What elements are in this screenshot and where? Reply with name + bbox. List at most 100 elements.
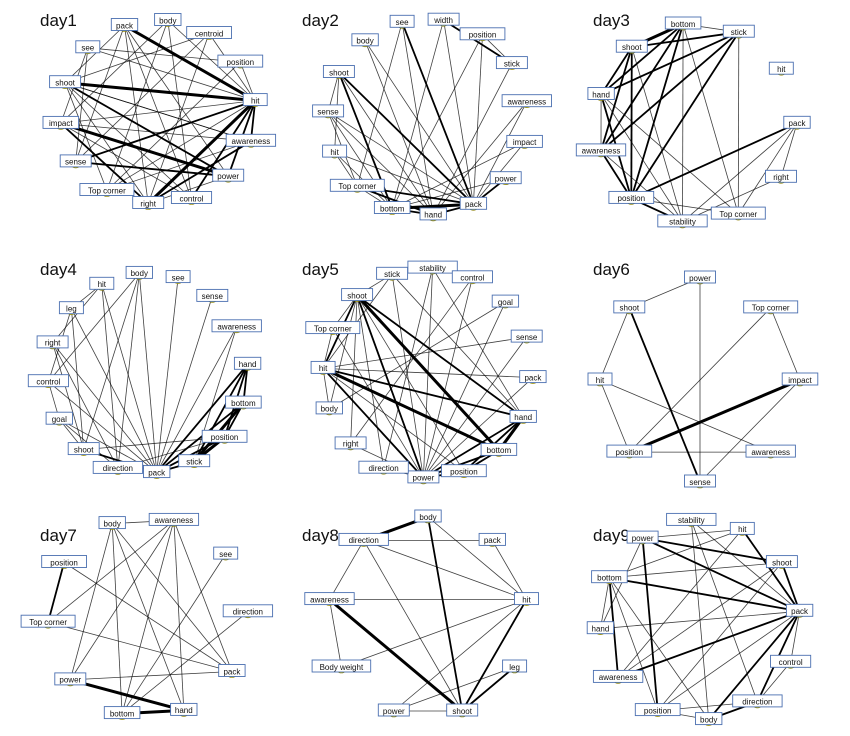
network-panel-day1: day1 pack body centroid position hit awarenes… — [40, 11, 277, 210]
node-label: hit — [319, 364, 328, 373]
node: position — [441, 464, 487, 479]
node: position — [459, 27, 506, 42]
edge-line — [323, 336, 527, 369]
node: power — [212, 168, 245, 183]
node-label-box — [414, 509, 442, 523]
edge-line — [356, 295, 425, 479]
edge-line — [87, 47, 241, 63]
node-label-box — [510, 329, 543, 343]
node-label: hit — [98, 280, 107, 289]
edge-line — [631, 47, 683, 223]
node-label: width — [433, 16, 453, 25]
node: goal — [491, 294, 520, 309]
node-label: hit — [777, 65, 786, 74]
edge-line — [193, 363, 249, 463]
node-label-box — [407, 260, 458, 274]
edge-line — [781, 562, 801, 612]
node-label: power — [632, 534, 654, 543]
node: hit — [768, 61, 794, 76]
edge-line — [363, 540, 527, 600]
edge-line — [334, 151, 474, 205]
node: position — [606, 444, 653, 459]
edge-line — [117, 273, 140, 469]
node-label-box — [587, 87, 615, 100]
edge-line — [690, 520, 758, 703]
node: hand — [233, 356, 262, 371]
edge-line — [393, 666, 515, 712]
node: Top corner — [329, 178, 385, 193]
node: direction — [338, 532, 389, 547]
node-label-box — [27, 374, 69, 388]
edge-line — [60, 20, 169, 124]
node: see — [213, 546, 239, 561]
edge-line — [338, 72, 434, 216]
edge-line — [737, 32, 740, 215]
node-label-box — [657, 214, 708, 228]
node-label-box — [765, 169, 797, 183]
network-panel-day2: day2 see width position stick awareness impac… — [302, 11, 552, 222]
node-label: position — [211, 433, 239, 442]
node: awareness — [225, 133, 277, 148]
edge-line — [427, 516, 464, 712]
node-label-box — [768, 61, 794, 75]
node-label-box — [305, 321, 361, 335]
node-label: see — [396, 18, 409, 27]
node-label: sense — [202, 292, 224, 301]
node-label: bottom — [110, 709, 135, 718]
node-label-box — [304, 592, 355, 606]
node: shoot — [49, 75, 82, 89]
edge-line — [52, 342, 158, 473]
node: body — [351, 33, 379, 48]
edge-line — [121, 611, 249, 714]
node: pack — [478, 532, 506, 547]
node-label: shoot — [622, 43, 642, 52]
node-label: bottom — [487, 446, 512, 455]
node-label: awareness — [599, 673, 638, 682]
edge-line — [75, 99, 256, 163]
node-label-box — [606, 444, 653, 458]
node: hit — [322, 144, 348, 159]
node: pack — [519, 370, 547, 384]
edge-line — [322, 367, 500, 452]
edge-line — [609, 577, 710, 720]
node: direction — [222, 604, 274, 619]
node-label: sense — [317, 108, 339, 117]
node: stability — [407, 260, 458, 275]
node-label: impact — [513, 138, 537, 147]
edge-line — [401, 22, 434, 215]
node-label: awareness — [582, 147, 621, 156]
edge-line — [355, 294, 501, 452]
node-label: Top corner — [314, 324, 352, 333]
network-panel-day7: day7 awareness see direction pack hand bottom… — [20, 512, 274, 720]
node-label-box — [592, 669, 644, 683]
node-label: pack — [148, 468, 166, 477]
edge-line — [332, 328, 424, 479]
node: impact — [781, 372, 819, 387]
edge-line — [392, 142, 525, 209]
edge-line — [600, 23, 684, 96]
node-label: direction — [368, 464, 398, 473]
node-label-box — [446, 703, 479, 717]
node-label: body — [131, 269, 148, 278]
node-label-box — [729, 521, 755, 535]
edge-line — [617, 529, 743, 678]
node: shoot — [341, 288, 374, 302]
node-label-box — [785, 603, 814, 617]
node: right — [36, 335, 69, 350]
node-label: hand — [592, 90, 610, 99]
node-label: shoot — [772, 558, 792, 567]
node-label-box — [58, 301, 84, 315]
edge-line — [52, 342, 85, 450]
node-label-box — [110, 18, 139, 31]
node-label-box — [613, 300, 646, 314]
edge-line — [443, 20, 474, 205]
node: power — [54, 672, 87, 687]
node-label-box — [765, 555, 798, 569]
network-panel-day4: day4 body see sense awareness hand bottom posi… — [27, 260, 262, 479]
node-label-box — [441, 464, 487, 478]
edge-line — [327, 111, 474, 205]
edge-line — [599, 379, 771, 453]
edge-line — [322, 368, 465, 473]
node-label: direction — [349, 536, 379, 545]
edge-line — [600, 23, 684, 152]
